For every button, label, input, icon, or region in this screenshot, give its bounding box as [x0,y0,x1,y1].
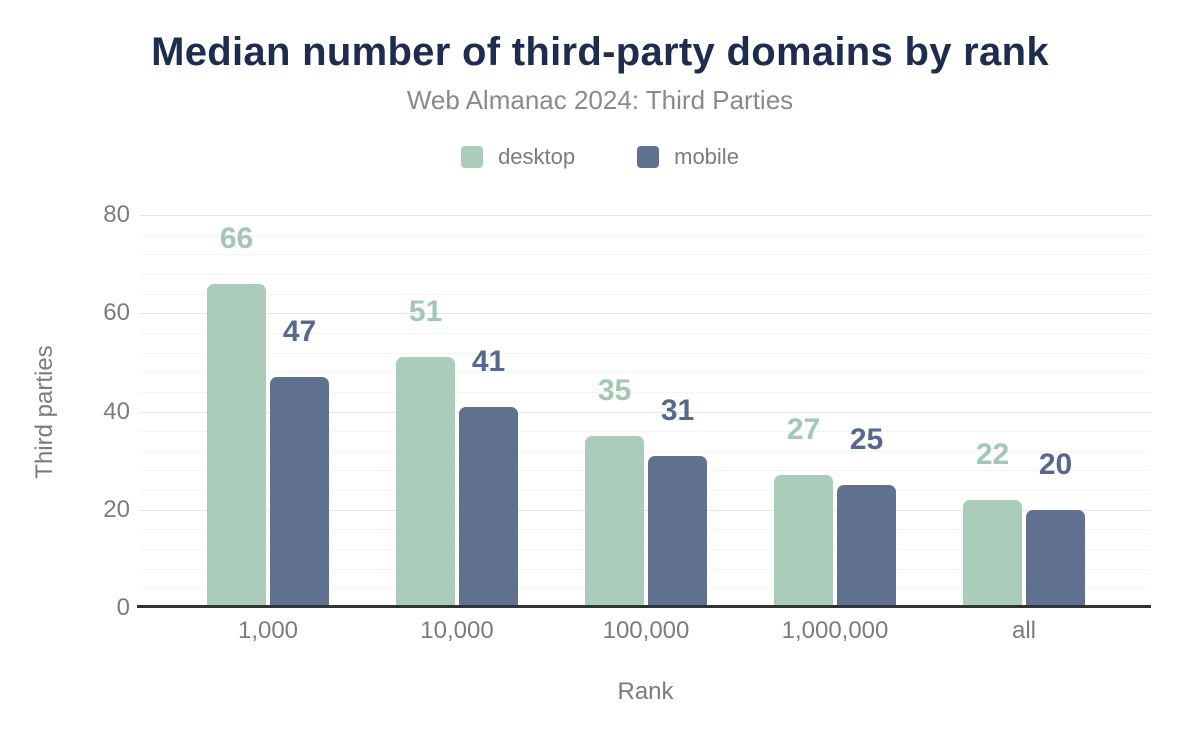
major-gridline [140,411,1151,413]
minor-gridline [140,470,1151,472]
x-tick-label-all: all [1011,617,1036,644]
y-tick-label-80: 80 [103,201,130,228]
minor-gridline [140,332,1151,334]
minor-gridline [140,234,1151,236]
major-gridline [140,215,1151,216]
minor-gridline [140,490,1151,492]
minor-gridline [140,273,1151,275]
plot-area: 66 47 51 41 35 31 27 25 22 20 [137,215,1151,608]
legend-item-mobile: mobile [637,144,739,170]
value-label-mobile-1000: 47 [282,315,317,349]
bar-mobile-all [1026,509,1085,608]
minor-gridline [140,352,1151,354]
y-tick-label-0: 0 [116,594,130,621]
y-tick-label-20: 20 [103,495,130,523]
value-label-mobile-10000: 41 [471,344,506,378]
bar-desktop-all [963,499,1022,608]
minor-gridline [140,549,1151,551]
bar-mobile-1000 [270,377,329,608]
x-axis-line [137,605,1151,608]
value-label-mobile-100000: 31 [660,393,695,427]
major-gridline [140,509,1151,511]
bar-mobile-1000000 [837,485,896,608]
legend-label-desktop: desktop [498,144,576,169]
value-label-desktop-1000: 66 [219,221,254,255]
minor-gridline [140,588,1151,590]
minor-gridline [140,293,1151,295]
value-label-desktop-10000: 51 [408,295,443,329]
chart-subtitle: Web Almanac 2024: Third Parties [406,85,794,115]
value-label-desktop-1000000: 27 [786,413,821,447]
x-tick-label-1000000: 1,000,000 [781,617,889,644]
minor-gridline [140,529,1151,531]
minor-gridline [140,372,1151,374]
minor-gridline [140,431,1151,433]
x-axis-title: Rank [617,678,674,705]
x-tick-label-1000: 1,000 [237,617,299,644]
chart-legend: desktop mobile [0,144,1200,170]
legend-item-desktop: desktop [461,144,575,170]
bar-desktop-10000 [396,357,455,608]
value-label-mobile-1000000: 25 [849,423,884,457]
chart-title: Median number of third-party domains by … [151,30,1049,74]
y-tick-label-60: 60 [103,299,130,327]
x-tick-label-10000: 10,000 [420,617,494,644]
major-gridline [140,313,1151,315]
y-tick-label-40: 40 [103,397,130,425]
minor-gridline [140,391,1151,393]
mobile-swatch-icon [637,146,660,168]
value-label-desktop-100000: 35 [597,374,632,408]
value-label-mobile-all: 20 [1038,447,1073,481]
legend-label-mobile: mobile [674,144,739,169]
bar-desktop-1000000 [774,475,833,608]
value-label-desktop-all: 22 [975,437,1010,471]
desktop-swatch-icon [461,146,484,168]
minor-gridline [140,254,1151,256]
bar-mobile-100000 [648,455,707,608]
minor-gridline [140,568,1151,570]
bar-desktop-1000 [207,283,266,608]
x-tick-label-100000: 100,000 [602,617,690,644]
bar-desktop-100000 [585,436,644,608]
bar-mobile-10000 [459,406,518,608]
minor-gridline [140,450,1151,452]
